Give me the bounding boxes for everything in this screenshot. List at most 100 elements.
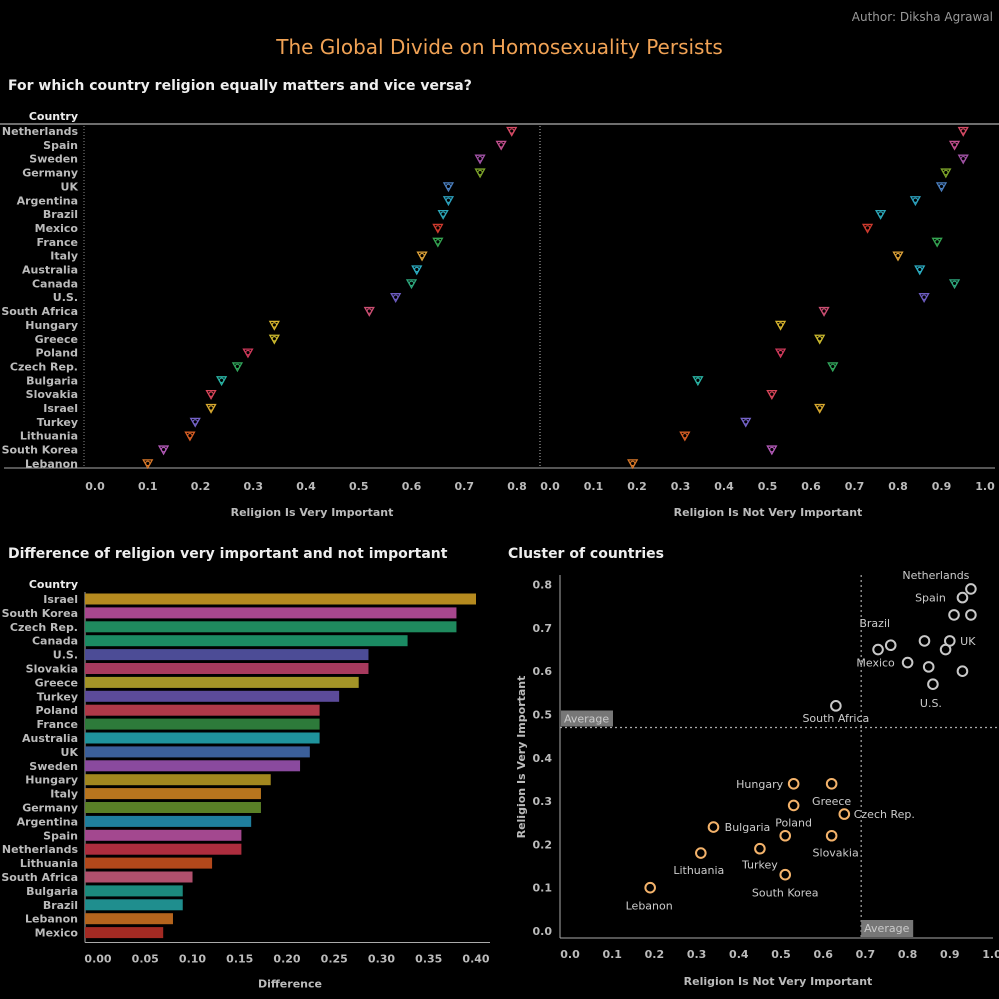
cluster-point	[948, 609, 960, 621]
x-tick-label: 0.5	[758, 480, 778, 493]
not-important-marker	[627, 459, 639, 470]
very-important-marker	[157, 445, 170, 456]
category-label: UK	[61, 746, 79, 759]
category-label: Germany	[22, 167, 78, 180]
bar	[85, 676, 359, 688]
x-tick-label: 0.2	[191, 480, 211, 493]
cluster-point	[787, 799, 800, 812]
bar	[85, 635, 408, 647]
marker-ring	[414, 266, 420, 273]
category-label: Hungary	[25, 774, 78, 787]
point-label: Czech Rep.	[854, 808, 915, 821]
very-important-marker	[474, 168, 486, 179]
dot-chart-title: For which country religion equally matte…	[8, 78, 472, 94]
category-label: Brazil	[43, 899, 78, 912]
marker-ring	[366, 308, 373, 314]
category-label: Poland	[35, 347, 78, 360]
bar	[85, 829, 242, 841]
x-tick-label: 0.5	[771, 948, 791, 961]
bar	[85, 663, 369, 674]
cluster-point	[901, 656, 914, 669]
x-tick-label: 0.05	[132, 953, 159, 966]
category-label: Hungary	[25, 319, 78, 332]
y-axis-label: Religion Is Very Important	[515, 676, 528, 839]
marker-ring	[144, 460, 151, 467]
category-label: Lithuania	[20, 430, 78, 443]
x-tick-label: 1.0	[982, 948, 999, 961]
very-important-marker	[231, 362, 244, 373]
very-important-marker	[432, 237, 444, 248]
category-label: UK	[61, 180, 79, 193]
x-tick-label: 0.0	[85, 480, 105, 493]
marker-ring	[829, 363, 836, 370]
cluster-point	[884, 639, 897, 652]
marker-ring	[943, 169, 949, 176]
not-important-marker	[740, 417, 752, 428]
marker-ring	[498, 142, 504, 148]
x-tick-label: 0.2	[645, 948, 665, 961]
cluster-point	[707, 821, 720, 833]
very-important-marker	[268, 334, 280, 345]
x-tick-label: 0.9	[932, 480, 952, 493]
point-label: Slovakia	[813, 847, 859, 860]
marker-ring	[895, 252, 901, 259]
very-important-marker	[363, 306, 375, 317]
x-tick-label: 0.20	[273, 953, 300, 966]
very-important-marker	[474, 154, 486, 165]
x-tick-label: 1.0	[975, 480, 995, 493]
marker-ring	[742, 419, 749, 425]
cluster-scatter-chart: Average Average 0.0 0.1 0.2 0.3 0.4 0.5 0.6 0.7 0.…	[515, 570, 999, 988]
very-important-marker	[416, 251, 428, 262]
marker-ring	[508, 128, 515, 134]
x-axis-label: Religion Is Not Very Important	[684, 975, 873, 988]
bar	[85, 788, 261, 800]
cluster-point	[872, 643, 884, 656]
marker-ring	[769, 446, 775, 453]
cluster-point	[644, 881, 656, 894]
marker-ring	[695, 377, 701, 384]
not-important-marker	[957, 126, 969, 137]
not-important-marker	[940, 168, 952, 179]
marker-ring	[271, 335, 278, 342]
point-label: Netherlands	[902, 570, 969, 582]
marker-ring	[938, 183, 945, 190]
not-important-marker	[766, 445, 778, 456]
very-important-marker	[142, 459, 154, 470]
cluster-point	[956, 591, 969, 604]
very-important-marker	[506, 126, 518, 137]
marker-ring	[445, 183, 452, 190]
very-important-marker	[189, 417, 201, 428]
marker-ring	[777, 349, 784, 356]
marker-ring	[777, 322, 784, 328]
not-important-marker	[909, 196, 922, 207]
category-label: France	[37, 236, 78, 249]
x-tick-label: 0.0	[560, 948, 580, 961]
category-label: Argentina	[17, 194, 78, 207]
not-important-marker	[892, 251, 904, 262]
y-tick-label: 0.4	[533, 752, 553, 765]
marker-ring	[187, 432, 193, 439]
not-important-marker	[948, 140, 961, 151]
very-important-marker	[442, 182, 455, 193]
bar	[85, 607, 457, 619]
x-tick-label: 0.7	[856, 948, 876, 961]
x-tick-label: 0.7	[455, 480, 475, 493]
very-important-marker	[432, 223, 444, 234]
x-axis-label: Difference	[258, 978, 322, 991]
bar	[85, 885, 183, 897]
point-label: Hungary	[736, 778, 783, 791]
category-label: Canada	[32, 635, 78, 648]
category-label: Bulgaria	[26, 374, 78, 387]
point-label: Bulgaria	[725, 821, 771, 834]
y-tick-label: 0.8	[533, 579, 553, 592]
x-tick-label: 0.6	[801, 480, 821, 493]
y-tick-label: 0.0	[533, 925, 553, 938]
very-important-marker	[215, 376, 228, 387]
bar	[85, 843, 242, 855]
category-label: Spain	[43, 829, 78, 842]
bar	[85, 857, 213, 869]
category-label: Netherlands	[2, 843, 79, 856]
category-label: Canada	[32, 277, 78, 290]
x-tick-label: 0.25	[321, 953, 348, 966]
marker-ring	[445, 197, 452, 204]
